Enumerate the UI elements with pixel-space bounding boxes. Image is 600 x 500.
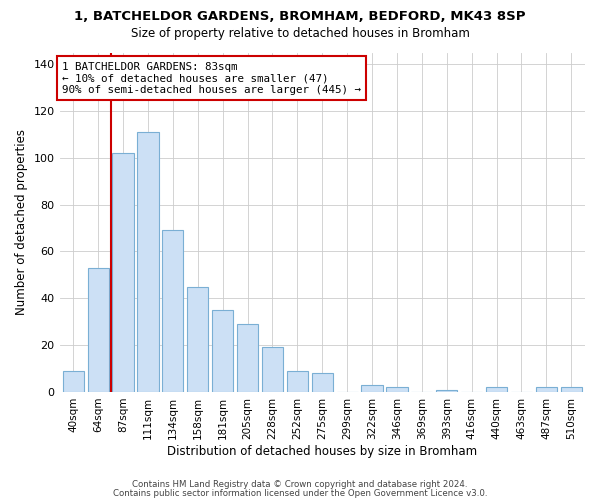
Text: Size of property relative to detached houses in Bromham: Size of property relative to detached ho…: [131, 28, 469, 40]
Bar: [561, 388, 582, 392]
Bar: [62, 371, 84, 392]
Bar: [162, 230, 184, 392]
Bar: [536, 388, 557, 392]
Bar: [187, 286, 208, 392]
Text: 1, BATCHELDOR GARDENS, BROMHAM, BEDFORD, MK43 8SP: 1, BATCHELDOR GARDENS, BROMHAM, BEDFORD,…: [74, 10, 526, 23]
Bar: [262, 348, 283, 392]
Bar: [212, 310, 233, 392]
Y-axis label: Number of detached properties: Number of detached properties: [15, 129, 28, 315]
Text: 1 BATCHELDOR GARDENS: 83sqm
← 10% of detached houses are smaller (47)
90% of sem: 1 BATCHELDOR GARDENS: 83sqm ← 10% of det…: [62, 62, 361, 95]
Bar: [361, 385, 383, 392]
Bar: [137, 132, 158, 392]
Bar: [237, 324, 258, 392]
Text: Contains public sector information licensed under the Open Government Licence v3: Contains public sector information licen…: [113, 488, 487, 498]
Bar: [88, 268, 109, 392]
Bar: [436, 390, 457, 392]
Bar: [287, 371, 308, 392]
Bar: [112, 153, 134, 392]
Bar: [386, 388, 407, 392]
X-axis label: Distribution of detached houses by size in Bromham: Distribution of detached houses by size …: [167, 444, 478, 458]
Bar: [486, 388, 507, 392]
Bar: [311, 373, 333, 392]
Text: Contains HM Land Registry data © Crown copyright and database right 2024.: Contains HM Land Registry data © Crown c…: [132, 480, 468, 489]
